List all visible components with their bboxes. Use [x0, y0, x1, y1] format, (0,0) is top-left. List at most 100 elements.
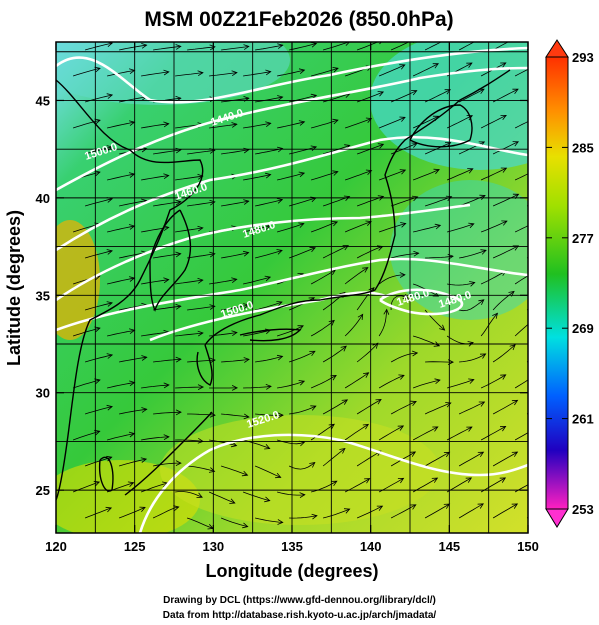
- streamline: [141, 436, 169, 441]
- streamline-arrow: [209, 357, 216, 364]
- streamline: [255, 517, 283, 523]
- streamline: [277, 491, 305, 496]
- streamline: [412, 115, 439, 129]
- streamline-arrow: [298, 171, 306, 178]
- streamline: [446, 223, 474, 233]
- streamline-arrow: [243, 303, 250, 309]
- streamline: [310, 67, 339, 77]
- streamline-arrow: [499, 477, 507, 483]
- streamline: [344, 424, 369, 441]
- coast-china: [56, 79, 204, 501]
- streamline-arrow: [230, 441, 238, 448]
- streamline-arrow: [298, 222, 305, 228]
- streamline: [480, 115, 507, 129]
- streamline-arrow: [375, 399, 382, 405]
- streamline-arrow: [231, 70, 238, 77]
- streamline: [424, 142, 451, 155]
- streamline: [310, 119, 339, 129]
- streamline: [480, 477, 506, 493]
- streamline-arrow: [362, 423, 370, 430]
- streamline-arrow: [264, 224, 272, 230]
- streamline-arrow: [264, 496, 271, 503]
- streamline-arrow: [365, 117, 373, 123]
- streamline: [175, 227, 203, 233]
- streamline: [84, 42, 113, 51]
- streamline: [480, 167, 507, 181]
- streamline-arrow: [467, 341, 474, 347]
- streamline: [425, 255, 454, 259]
- streamline: [220, 465, 248, 476]
- streamline-arrow: [531, 318, 536, 323]
- streamline-arrow: [328, 423, 335, 430]
- streamline-arrow: [535, 220, 541, 225]
- streamline-arrow: [229, 498, 236, 504]
- streamline-arrow: [365, 169, 373, 175]
- contour-line: [56, 257, 528, 332]
- streamline: [255, 44, 283, 51]
- streamline-arrow: [94, 118, 101, 125]
- streamline: [255, 250, 283, 259]
- streamline-arrow: [241, 470, 249, 477]
- y-tick-label: 25: [36, 483, 50, 498]
- streamline: [175, 175, 203, 181]
- streamline: [310, 221, 338, 233]
- streamline-arrow: [397, 477, 405, 484]
- streamline: [254, 465, 281, 478]
- streamline: [390, 252, 419, 259]
- streamline: [255, 199, 283, 207]
- streamline: [310, 375, 337, 389]
- streamline: [322, 399, 348, 415]
- streamline-arrow: [466, 62, 473, 68]
- streamline: [107, 173, 135, 181]
- streamline-arrow: [175, 460, 182, 466]
- streamline: [276, 223, 304, 233]
- streamline: [187, 413, 216, 416]
- streamline-arrow: [276, 354, 284, 361]
- streamline-arrow: [197, 330, 204, 337]
- streamline: [344, 221, 372, 233]
- streamline: [107, 329, 135, 337]
- x-axis-label: Longitude (degrees): [205, 561, 378, 581]
- streamline-arrow: [477, 503, 484, 509]
- streamline: [459, 299, 485, 312]
- streamline-arrow: [399, 272, 406, 278]
- streamline: [446, 477, 472, 493]
- streamline: [344, 372, 369, 389]
- streamline-arrow: [332, 67, 339, 73]
- streamline-arrow: [298, 380, 306, 386]
- streamline: [492, 193, 519, 207]
- streamline-arrow: [446, 42, 448, 43]
- streamline-arrow: [310, 93, 318, 100]
- streamline-arrow: [243, 44, 250, 50]
- streamline: [175, 279, 203, 285]
- streamline: [141, 279, 169, 285]
- streamline-arrow: [163, 121, 170, 128]
- streamline-arrow: [163, 225, 170, 231]
- colorbar-tick-label: 261: [572, 412, 594, 427]
- streamline-arrow: [94, 326, 101, 333]
- streamline: [187, 305, 215, 311]
- streamline: [221, 304, 249, 311]
- streamline: [492, 88, 519, 103]
- streamline-arrow: [434, 378, 441, 385]
- streamline: [310, 480, 337, 493]
- streamline-arrow: [512, 141, 520, 147]
- footer-credit-drawing: Drawing by DCL (https://www.gfd-dennou.o…: [163, 595, 436, 606]
- streamline: [277, 121, 305, 129]
- streamline: [221, 149, 249, 155]
- streamline-arrow: [399, 116, 406, 122]
- streamline: [153, 462, 181, 467]
- streamline: [277, 69, 305, 77]
- streamline: [378, 169, 406, 181]
- streamline: [289, 405, 316, 415]
- streamline: [175, 72, 203, 77]
- cool-patch: [56, 42, 290, 105]
- streamline-arrow: [534, 426, 540, 431]
- streamline-arrow: [265, 384, 272, 390]
- streamline-arrow: [345, 42, 350, 46]
- streamline: [458, 195, 486, 207]
- contour-line: [138, 433, 528, 533]
- streamline-arrow: [534, 478, 540, 483]
- streamline: [119, 356, 147, 363]
- streamline-arrow: [413, 250, 420, 257]
